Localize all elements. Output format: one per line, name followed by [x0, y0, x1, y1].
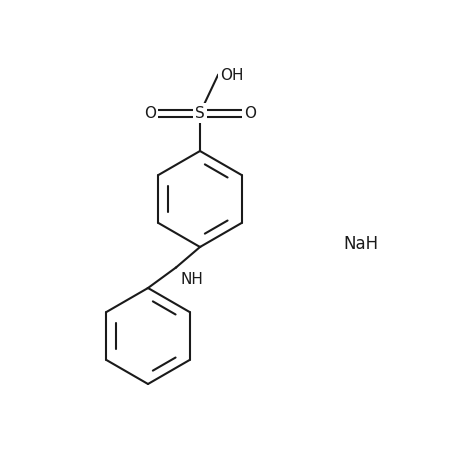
Text: S: S: [195, 106, 205, 120]
Text: O: O: [244, 106, 256, 120]
Text: O: O: [144, 106, 156, 120]
Text: OH: OH: [220, 67, 244, 82]
Text: NaH: NaH: [344, 235, 379, 253]
Text: NH: NH: [181, 272, 204, 286]
